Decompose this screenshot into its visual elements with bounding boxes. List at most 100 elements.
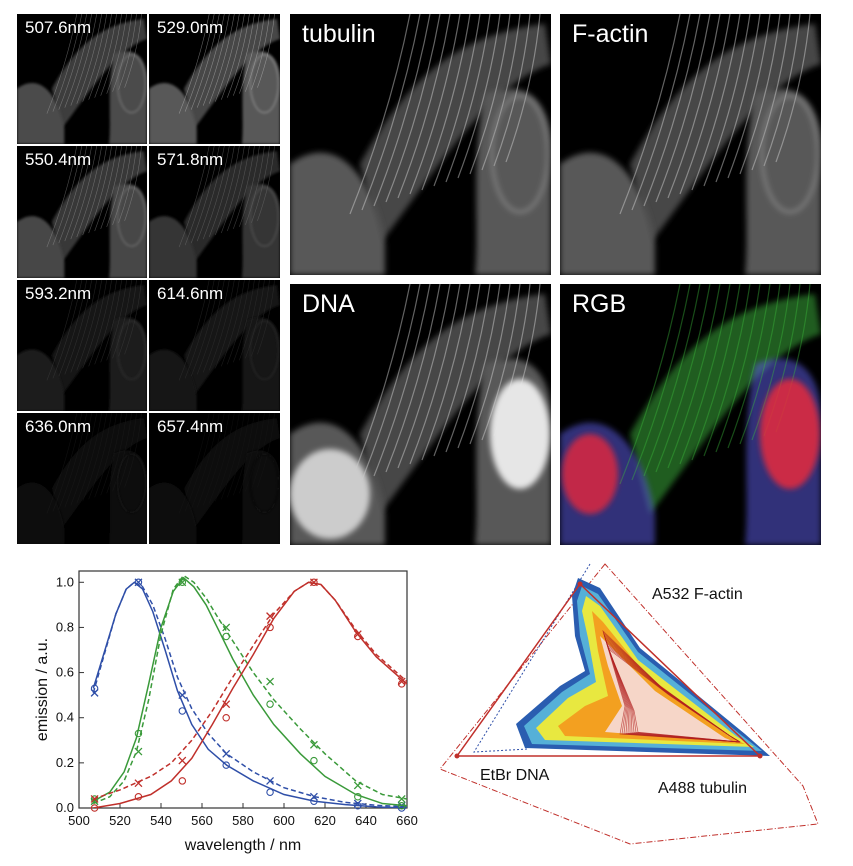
plot-frame xyxy=(78,570,408,809)
fiber xyxy=(631,14,691,211)
data-point xyxy=(178,691,187,700)
fiber xyxy=(421,14,471,191)
cell-micrograph xyxy=(149,146,280,278)
fiber xyxy=(94,280,117,365)
fiber xyxy=(619,284,681,485)
fiber xyxy=(70,14,97,106)
x-tick-label: 640 xyxy=(355,813,377,828)
data-point xyxy=(222,749,231,758)
cell-body xyxy=(241,317,280,411)
cell-group xyxy=(17,280,147,411)
cell-body xyxy=(149,216,197,278)
spectral-tile: 636.0nm xyxy=(17,413,147,544)
fiber xyxy=(184,413,215,512)
fiber xyxy=(227,280,250,365)
fiber xyxy=(251,14,270,90)
data-point xyxy=(397,680,406,688)
fiber xyxy=(667,14,721,199)
fiber xyxy=(112,14,132,92)
cell-micrograph xyxy=(17,280,147,411)
spectral-tile: 507.6nm xyxy=(17,14,147,144)
fiber xyxy=(257,413,275,488)
nucleus-outline xyxy=(249,320,279,380)
fiber xyxy=(221,413,245,500)
tile-wavelength-label: 657.4nm xyxy=(157,417,224,436)
fiber xyxy=(100,14,122,96)
fiber xyxy=(239,413,260,494)
cell-body xyxy=(17,83,65,144)
dna-channel-panel: DNA xyxy=(290,284,551,545)
data-point xyxy=(266,623,274,632)
fiber xyxy=(257,14,275,88)
fiber xyxy=(118,280,137,357)
fiber xyxy=(190,280,220,377)
fiber xyxy=(679,14,731,195)
fiber xyxy=(178,146,210,248)
cell-body xyxy=(360,294,551,514)
fiber xyxy=(202,280,230,373)
cell-body xyxy=(51,418,147,529)
data-point xyxy=(134,729,143,738)
cell-body xyxy=(241,183,280,278)
cell-group xyxy=(560,14,821,275)
density-contour-line xyxy=(607,647,741,743)
fiber xyxy=(178,280,210,381)
fiber xyxy=(202,14,230,106)
data-point xyxy=(353,799,362,808)
fiber xyxy=(64,146,92,242)
data-point xyxy=(178,756,187,765)
fiber xyxy=(751,284,791,441)
fiber xyxy=(58,413,87,510)
cell-group xyxy=(17,14,147,144)
fiber xyxy=(233,413,255,496)
y-tick-label: 0.8 xyxy=(56,619,74,634)
fiber xyxy=(385,14,441,203)
fiber xyxy=(457,284,501,449)
fiber xyxy=(215,14,240,102)
fiber xyxy=(493,14,531,167)
fiber xyxy=(118,14,137,90)
fiber xyxy=(184,146,215,246)
nucleus-outline xyxy=(761,95,819,213)
fiber xyxy=(106,14,127,94)
fiber xyxy=(421,284,471,461)
fiber xyxy=(184,280,215,379)
fiber xyxy=(715,14,761,183)
x-tick-label: 540 xyxy=(150,813,172,828)
fiber xyxy=(112,280,132,359)
fiber xyxy=(124,146,142,222)
fiber xyxy=(64,280,92,375)
fiber xyxy=(227,413,250,498)
fiber xyxy=(457,14,501,179)
fiber xyxy=(655,14,711,203)
fiber xyxy=(58,14,87,110)
vertex-marker xyxy=(454,753,460,759)
cell-body xyxy=(360,24,551,244)
fiber xyxy=(46,146,78,248)
cell-micrograph xyxy=(17,413,147,544)
cell-body xyxy=(17,349,65,411)
fiber xyxy=(124,14,142,88)
fiber xyxy=(94,146,117,232)
cell-group xyxy=(17,146,147,278)
fiber xyxy=(245,280,265,359)
fiber xyxy=(76,146,102,238)
spectral-tile: 550.4nm xyxy=(17,146,147,278)
fiber xyxy=(64,413,92,508)
fiber xyxy=(88,14,112,100)
fiber xyxy=(775,14,811,163)
fiber xyxy=(88,413,112,500)
rgb-composite-micrograph xyxy=(560,284,821,545)
cell-body xyxy=(109,51,147,144)
fiber xyxy=(190,146,220,244)
fiber xyxy=(70,146,97,240)
cell-body xyxy=(51,19,147,129)
fiber xyxy=(433,14,481,187)
data-point xyxy=(266,700,274,708)
cell-group xyxy=(17,413,147,544)
cell-body xyxy=(560,152,655,275)
fiber xyxy=(239,280,260,361)
fiber xyxy=(433,284,481,457)
y-tick-label: 0.6 xyxy=(56,665,74,680)
cell-group xyxy=(149,14,280,144)
